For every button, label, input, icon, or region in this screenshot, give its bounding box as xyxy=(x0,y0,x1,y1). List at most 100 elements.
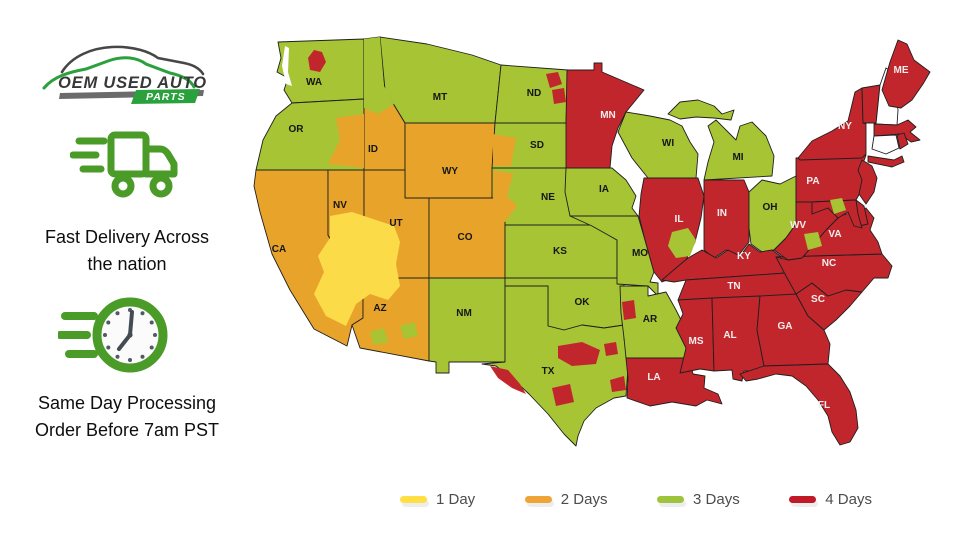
state-label-AZ: AZ xyxy=(373,303,386,314)
logo-title: OEM USED AUTO xyxy=(58,74,207,92)
legend-label-1-day: 1 Day xyxy=(436,491,476,508)
state-label-CA: CA xyxy=(272,244,286,255)
state-label-SD: SD xyxy=(530,140,544,151)
state-MI xyxy=(667,99,775,181)
state-label-IA: IA xyxy=(599,184,609,195)
state-WY xyxy=(404,122,496,199)
info-panel: OEM USED AUTO PARTS Fast Delivery Across… xyxy=(0,0,250,540)
legend-label-4-days: 4 Days xyxy=(825,491,872,508)
state-label-ID: ID xyxy=(368,144,378,155)
state-label-OH: OH xyxy=(763,202,778,213)
state-IA xyxy=(564,167,639,217)
region-patch-tx-central xyxy=(558,342,600,366)
logo-badge: PARTS xyxy=(146,91,186,103)
state-WI xyxy=(617,111,699,179)
state-label-KY: KY xyxy=(737,251,751,262)
state-label-TN: TN xyxy=(727,281,740,292)
logo-car-outline-gray xyxy=(60,45,205,76)
state-label-IL: IL xyxy=(675,214,684,225)
us-delivery-map: WA OR CA NV ID MT WY UT CO AZ NM ND SD NE KS OK TX MN IA MO… xyxy=(253,36,931,447)
region-patch-nv-vegas-region xyxy=(314,212,400,326)
state-MT xyxy=(379,36,502,124)
state-FL xyxy=(739,363,859,446)
region-patch-wa-metro xyxy=(308,50,326,72)
state-label-NY: NY xyxy=(838,121,852,132)
region-patch-tx-houston xyxy=(610,376,626,392)
region-patch-nd-ne-2 xyxy=(552,88,566,104)
region-patch-va-central xyxy=(804,232,822,250)
legend-swatch-1-day xyxy=(400,496,427,503)
region-patch-puget-sound xyxy=(282,46,292,86)
delivery-legend: 1 Day 2 Days 3 Days 4 Days xyxy=(400,491,872,508)
state-label-NC: NC xyxy=(822,258,836,269)
state-label-VA: VA xyxy=(828,229,841,240)
state-label-MO: MO xyxy=(632,248,648,259)
state-label-OR: OR xyxy=(289,124,305,135)
fast-delivery-line-2: the nation xyxy=(87,254,167,274)
state-MD xyxy=(811,199,863,229)
state-ME xyxy=(881,39,931,109)
state-label-LA: LA xyxy=(647,372,660,383)
state-label-MN: MN xyxy=(600,110,616,121)
clock-ticks xyxy=(103,308,157,362)
state-label-AL: AL xyxy=(723,330,736,341)
oem-used-auto-parts-logo: OEM USED AUTO PARTS xyxy=(42,45,207,104)
state-IN xyxy=(703,179,750,259)
state-label-NE: NE xyxy=(541,192,555,203)
region-patch-or-east xyxy=(328,114,364,168)
state-label-WA: WA xyxy=(306,77,322,88)
state-label-SC: SC xyxy=(811,294,825,305)
state-label-IN: IN xyxy=(717,208,727,219)
same-day-line-2: Order Before 7am PST xyxy=(34,420,220,440)
state-label-WI: WI xyxy=(662,138,674,149)
state-label-WV: WV xyxy=(790,220,806,231)
state-LA xyxy=(625,357,723,407)
same-day-line-1: Same Day Processing xyxy=(37,393,217,413)
state-label-WY: WY xyxy=(442,166,458,177)
legend-item-3-days: 3 Days xyxy=(657,491,740,508)
state-label-TX: TX xyxy=(542,366,555,377)
state-label-ME: ME xyxy=(894,65,909,76)
clock-icon xyxy=(58,297,168,373)
region-patch-ne-west xyxy=(493,170,517,222)
legend-label-3-days: 3 Days xyxy=(693,491,740,508)
state-NM xyxy=(428,277,506,374)
legend-item-2-days: 2 Days xyxy=(524,491,608,508)
region-patch-az-south-2 xyxy=(400,322,418,339)
state-label-MI: MI xyxy=(732,152,743,163)
fast-delivery-text: Fast Delivery Across the nation xyxy=(6,224,248,278)
state-label-MT: MT xyxy=(433,92,447,103)
region-patch-nd-ne-1 xyxy=(546,72,562,88)
region-patch-il-central xyxy=(668,228,696,258)
state-label-OK: OK xyxy=(575,297,591,308)
region-patch-tx-west xyxy=(490,366,526,394)
delivery-truck-icon xyxy=(70,131,178,198)
state-NJ xyxy=(857,159,878,205)
state-NC xyxy=(775,253,893,297)
region-patch-sd-west xyxy=(493,134,516,166)
logo-truck-outline-green xyxy=(42,56,196,90)
state-CT xyxy=(871,134,900,155)
legend-swatch-2-days xyxy=(524,496,552,503)
legend-swatch-3-days xyxy=(657,496,685,503)
region-patch-tx-south-central xyxy=(552,384,574,406)
region-patch-tx-northeast xyxy=(604,342,618,356)
state-label-KS: KS xyxy=(553,246,567,257)
legend-item-4-days: 4 Days xyxy=(789,491,872,508)
state-label-FL: FL xyxy=(818,400,830,411)
region-patch-id-north xyxy=(364,37,394,114)
state-label-GA: GA xyxy=(778,321,793,332)
legend-label-2-days: 2 Days xyxy=(560,491,608,508)
fast-delivery-line-1: Fast Delivery Across xyxy=(44,227,210,247)
region-patch-ar-west xyxy=(622,300,636,320)
legend-swatch-4-days xyxy=(789,496,817,503)
same-day-processing-text: Same Day Processing Order Before 7am PST xyxy=(6,390,248,444)
state-label-MS: MS xyxy=(689,336,704,347)
region-patch-va-north xyxy=(830,198,846,214)
region-patch-az-south-1 xyxy=(370,328,388,345)
legend-item-1-day: 1 Day xyxy=(400,491,475,508)
state-label-ND: ND xyxy=(527,88,541,99)
state-RI xyxy=(896,132,909,150)
state-label-NM: NM xyxy=(456,308,472,319)
